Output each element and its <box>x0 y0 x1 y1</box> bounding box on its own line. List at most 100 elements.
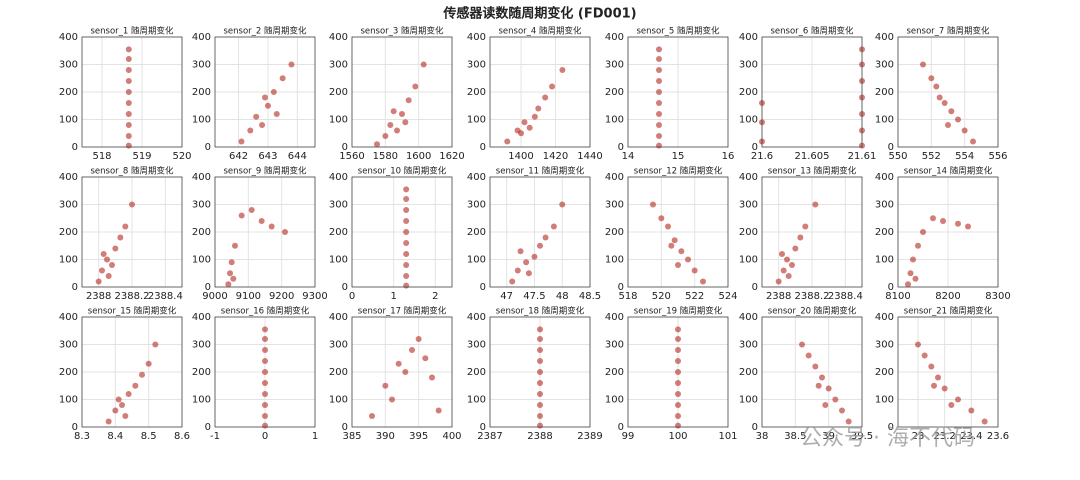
point <box>399 111 405 117</box>
point <box>279 75 286 82</box>
point <box>403 262 410 268</box>
point <box>537 242 543 249</box>
point <box>785 273 792 279</box>
point <box>262 413 268 419</box>
point <box>282 229 288 235</box>
x-tick-label: 21.605 <box>795 151 830 162</box>
axes-frame <box>897 36 999 148</box>
y-tick-label: 300 <box>467 200 486 211</box>
x-tick-label: 9200 <box>269 291 294 302</box>
point <box>905 281 911 288</box>
subplot: 0 100 200 300 400 21.6 21.605 21.61 sensor_6 随周期… <box>739 26 876 163</box>
y-tick-label: 100 <box>192 395 211 406</box>
subplot: 0 100 200 300 400 385 390 395 400 sensor_17 随周期变化 <box>329 306 462 443</box>
point <box>412 83 419 90</box>
point <box>395 360 402 367</box>
point <box>912 275 919 282</box>
x-tick-label: 2387 <box>477 431 502 442</box>
point <box>382 382 389 389</box>
x-tick-label: 48 <box>556 291 569 302</box>
x-tick-label: 2388 <box>527 431 552 442</box>
point <box>700 278 706 285</box>
y-tick-label: 200 <box>875 227 894 238</box>
axes-frame <box>897 316 999 428</box>
axes-frame <box>489 316 591 428</box>
point <box>152 341 159 348</box>
point <box>675 369 681 375</box>
y-tick-label: 100 <box>605 255 624 266</box>
point <box>403 218 410 224</box>
point <box>941 385 948 392</box>
point <box>259 122 266 128</box>
point <box>429 374 435 381</box>
point <box>656 133 662 139</box>
x-tick-label: 23.6 <box>987 431 1009 442</box>
y-tick-label: 0 <box>342 142 348 153</box>
subplot-title: sensor_2 随周期变化 <box>223 26 307 37</box>
point <box>656 78 662 84</box>
x-tick-label: 524 <box>718 291 737 302</box>
point <box>691 267 698 274</box>
point <box>112 245 119 252</box>
y-tick-label: 100 <box>739 115 758 126</box>
point <box>825 385 832 392</box>
point <box>650 201 656 208</box>
y-tick-label: 100 <box>467 115 486 126</box>
point <box>839 407 845 414</box>
subplot: 0 100 200 300 400 38 38.5 39 39.5 sensor_20 随周期变化 <box>739 306 873 443</box>
subplot-title: sensor_19 随周期变化 <box>634 306 723 317</box>
y-tick-label: 200 <box>467 367 486 378</box>
point <box>970 138 976 145</box>
subplot: 0 100 200 300 400 47 47.5 48 48.5 sensor_11 随周期变化 <box>467 166 601 303</box>
x-tick-label: 1400 <box>508 151 533 162</box>
point <box>403 282 410 289</box>
point <box>521 119 528 126</box>
point <box>262 358 268 364</box>
point <box>935 374 941 381</box>
axes-frame <box>214 36 316 148</box>
point <box>668 242 675 249</box>
x-tick-label: 48.5 <box>579 291 601 302</box>
axes-frame <box>761 316 863 428</box>
subplot: 0 100 200 300 400 2387 2388 2389 sensor_18 随周期变化 <box>467 306 603 443</box>
subplot-title: sensor_8 随周期变化 <box>90 166 174 177</box>
point <box>658 215 665 222</box>
point <box>675 336 681 342</box>
y-tick-label: 300 <box>605 200 624 211</box>
point <box>99 267 105 274</box>
point <box>802 223 809 230</box>
axes-frame <box>351 316 453 428</box>
point <box>264 102 271 109</box>
point <box>955 396 961 403</box>
point <box>945 122 951 128</box>
x-tick-label: 552 <box>922 151 941 162</box>
x-tick-label: 0 <box>262 431 268 442</box>
x-tick-label: 21.6 <box>751 151 773 162</box>
point <box>228 259 235 266</box>
point <box>920 229 926 235</box>
point <box>262 380 268 386</box>
point <box>542 234 549 241</box>
x-tick-label: 0 <box>349 291 355 302</box>
x-tick-label: 1440 <box>577 151 602 162</box>
subplot: 0 100 200 300 400 9000 9100 9200 9300 sensor_9 随周… <box>192 166 328 303</box>
x-tick-label: 9300 <box>302 291 327 302</box>
point <box>122 413 129 419</box>
figure-title: 传感器读数随周期变化 (FD001) <box>442 6 636 22</box>
point <box>125 142 132 149</box>
point <box>550 223 557 230</box>
point <box>928 363 935 370</box>
point <box>779 251 785 257</box>
y-tick-label: 400 <box>192 312 211 323</box>
point <box>403 273 410 279</box>
axes-frame <box>627 36 729 148</box>
y-tick-label: 200 <box>467 227 486 238</box>
x-tick-label: 390 <box>376 431 395 442</box>
x-tick-label: 8300 <box>985 291 1010 302</box>
axes-frame <box>897 176 999 288</box>
point <box>678 248 685 255</box>
x-tick-label: 520 <box>652 291 671 302</box>
point <box>526 124 533 131</box>
x-tick-label: 518 <box>92 151 111 162</box>
